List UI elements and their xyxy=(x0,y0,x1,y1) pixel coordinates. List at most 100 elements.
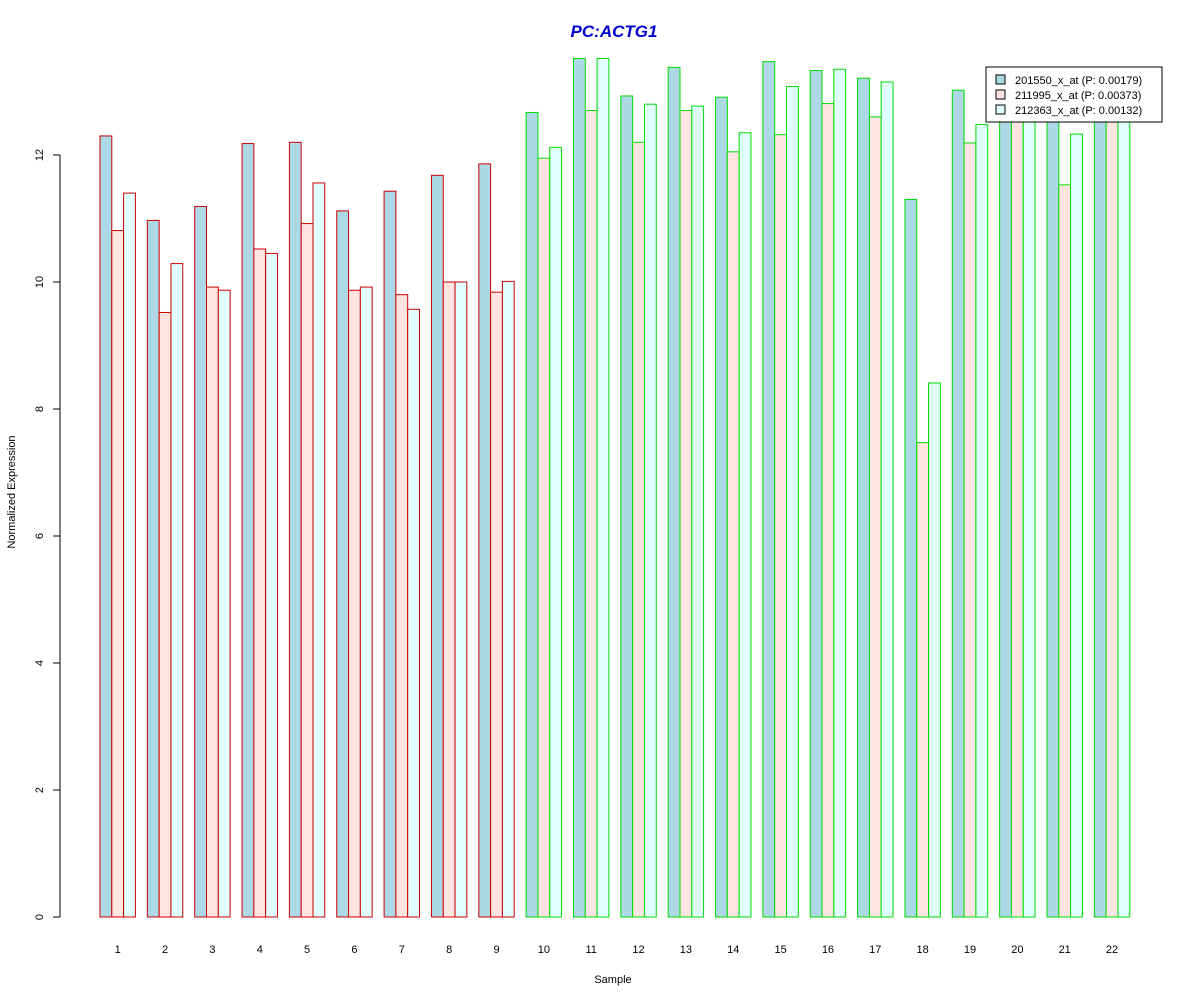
x-tick-label: 3 xyxy=(209,944,215,956)
bar-sample-14-series-2 xyxy=(726,151,740,918)
bar-sample-9-series-1 xyxy=(478,163,492,918)
bar-sample-4-series-1 xyxy=(241,143,255,918)
bar-sample-21-series-3 xyxy=(1070,133,1083,918)
bar-sample-4-series-2 xyxy=(253,248,267,918)
x-tick-label: 2 xyxy=(162,944,168,956)
legend-label-3: 212363_x_at (P: 0.00132) xyxy=(1015,105,1142,117)
x-tick-label: 14 xyxy=(727,944,739,956)
bar-sample-12-series-3 xyxy=(643,103,657,918)
bar-sample-5-series-3 xyxy=(312,182,326,918)
bar-sample-15-series-3 xyxy=(786,85,799,918)
bar-sample-3-series-3 xyxy=(217,289,231,918)
bar-sample-1-series-1 xyxy=(99,135,113,918)
bar-sample-18-series-1 xyxy=(904,198,918,918)
bar-sample-21-series-2 xyxy=(1058,184,1072,918)
bar-sample-19-series-2 xyxy=(963,142,977,918)
bar-sample-6-series-3 xyxy=(359,286,373,918)
x-axis-label: Sample xyxy=(594,974,631,986)
x-tick-label: 4 xyxy=(257,944,263,956)
bar-sample-8-series-3 xyxy=(454,281,468,918)
bar-sample-5-series-2 xyxy=(300,223,314,918)
x-tick-label: 15 xyxy=(774,944,786,956)
legend-label-1: 201550_x_at (P: 0.00179) xyxy=(1015,75,1142,87)
bar-sample-11-series-3 xyxy=(596,57,610,918)
y-tick-label: 2 xyxy=(34,787,46,793)
x-tick-label: 6 xyxy=(351,944,357,956)
bar-sample-3-series-1 xyxy=(194,205,207,918)
bar-sample-13-series-2 xyxy=(679,110,693,918)
x-tick-label: 9 xyxy=(493,944,499,956)
legend-label-2: 211995_x_at (P: 0.00373) xyxy=(1015,90,1141,102)
bar-sample-21-series-1 xyxy=(1046,87,1060,918)
bar-sample-1-series-2 xyxy=(111,230,125,918)
legend-swatch-1 xyxy=(995,74,1006,85)
bar-sample-10-series-2 xyxy=(537,157,551,918)
bar-sample-14-series-3 xyxy=(738,132,752,918)
bar-sample-18-series-2 xyxy=(916,442,930,918)
y-tick-label: 6 xyxy=(34,533,46,539)
bar-sample-17-series-2 xyxy=(868,116,882,918)
bar-sample-3-series-2 xyxy=(206,286,219,918)
bar-sample-12-series-2 xyxy=(632,141,645,918)
legend-box xyxy=(985,66,1163,123)
bars-group xyxy=(99,57,1131,918)
legend-swatch-3 xyxy=(995,104,1006,115)
bar-sample-2-series-1 xyxy=(146,219,160,918)
bar-sample-19-series-3 xyxy=(975,124,989,918)
x-tick-label: 20 xyxy=(1011,944,1023,956)
bar-sample-2-series-2 xyxy=(158,311,172,918)
bar-sample-16-series-3 xyxy=(833,68,847,918)
bar-sample-7-series-1 xyxy=(383,190,397,918)
x-tick-label: 10 xyxy=(538,944,550,956)
bar-sample-15-series-1 xyxy=(762,61,776,918)
bar-sample-16-series-2 xyxy=(821,103,835,918)
bar-sample-22-series-1 xyxy=(1093,92,1107,918)
y-axis: 0 2 4 6 8 10 12 xyxy=(34,149,61,920)
bar-sample-8-series-2 xyxy=(442,281,456,918)
bar-sample-20-series-1 xyxy=(999,84,1012,918)
bar-sample-8-series-1 xyxy=(430,174,444,918)
bar-sample-4-series-3 xyxy=(265,252,278,918)
y-tick-label: 10 xyxy=(34,276,46,288)
bar-sample-7-series-3 xyxy=(407,308,421,918)
bar-sample-15-series-2 xyxy=(774,134,788,918)
x-tick-label: 16 xyxy=(822,944,834,956)
x-tick-label: 18 xyxy=(917,944,929,956)
bar-sample-11-series-2 xyxy=(584,110,598,918)
x-tick-label: 5 xyxy=(304,944,310,956)
y-tick-label: 12 xyxy=(34,149,46,161)
bar-sample-9-series-3 xyxy=(501,280,515,918)
bar-sample-16-series-1 xyxy=(809,70,823,918)
chart-title: PC:ACTG1 xyxy=(571,22,658,41)
bar-sample-13-series-1 xyxy=(667,66,681,918)
bar-sample-1-series-3 xyxy=(123,192,136,918)
x-axis-tick-labels: 1 2 3 4 5 6 7 8 9 10 11 12 13 14 15 16 17 18 19 20 21 22 xyxy=(115,944,1119,956)
x-tick-label: 8 xyxy=(446,944,452,956)
bar-sample-6-series-1 xyxy=(336,210,350,918)
bar-sample-22-series-3 xyxy=(1117,91,1131,918)
bar-sample-12-series-1 xyxy=(620,95,634,918)
x-tick-label: 7 xyxy=(399,944,405,956)
x-tick-label: 17 xyxy=(869,944,881,956)
x-tick-label: 1 xyxy=(115,944,121,956)
y-axis-label: Normalized Expression xyxy=(6,435,18,548)
x-tick-label: 11 xyxy=(585,944,596,956)
bar-sample-5-series-1 xyxy=(288,141,302,918)
y-tick-label: 4 xyxy=(34,660,46,666)
bar-sample-20-series-2 xyxy=(1010,97,1024,918)
bar-sample-10-series-3 xyxy=(549,146,563,918)
bar-sample-20-series-3 xyxy=(1022,97,1036,918)
bar-sample-2-series-3 xyxy=(170,263,184,918)
bar-sample-13-series-3 xyxy=(691,105,705,918)
y-tick-label: 8 xyxy=(34,406,46,412)
bar-sample-14-series-1 xyxy=(715,96,728,918)
legend-swatch-2 xyxy=(995,89,1006,100)
bar-sample-11-series-1 xyxy=(573,57,586,918)
x-tick-label: 13 xyxy=(680,944,692,956)
bar-sample-7-series-2 xyxy=(395,294,409,918)
x-tick-label: 21 xyxy=(1059,944,1071,956)
bar-sample-19-series-1 xyxy=(951,89,965,918)
x-tick-label: 19 xyxy=(964,944,976,956)
x-tick-label: 12 xyxy=(632,944,644,956)
